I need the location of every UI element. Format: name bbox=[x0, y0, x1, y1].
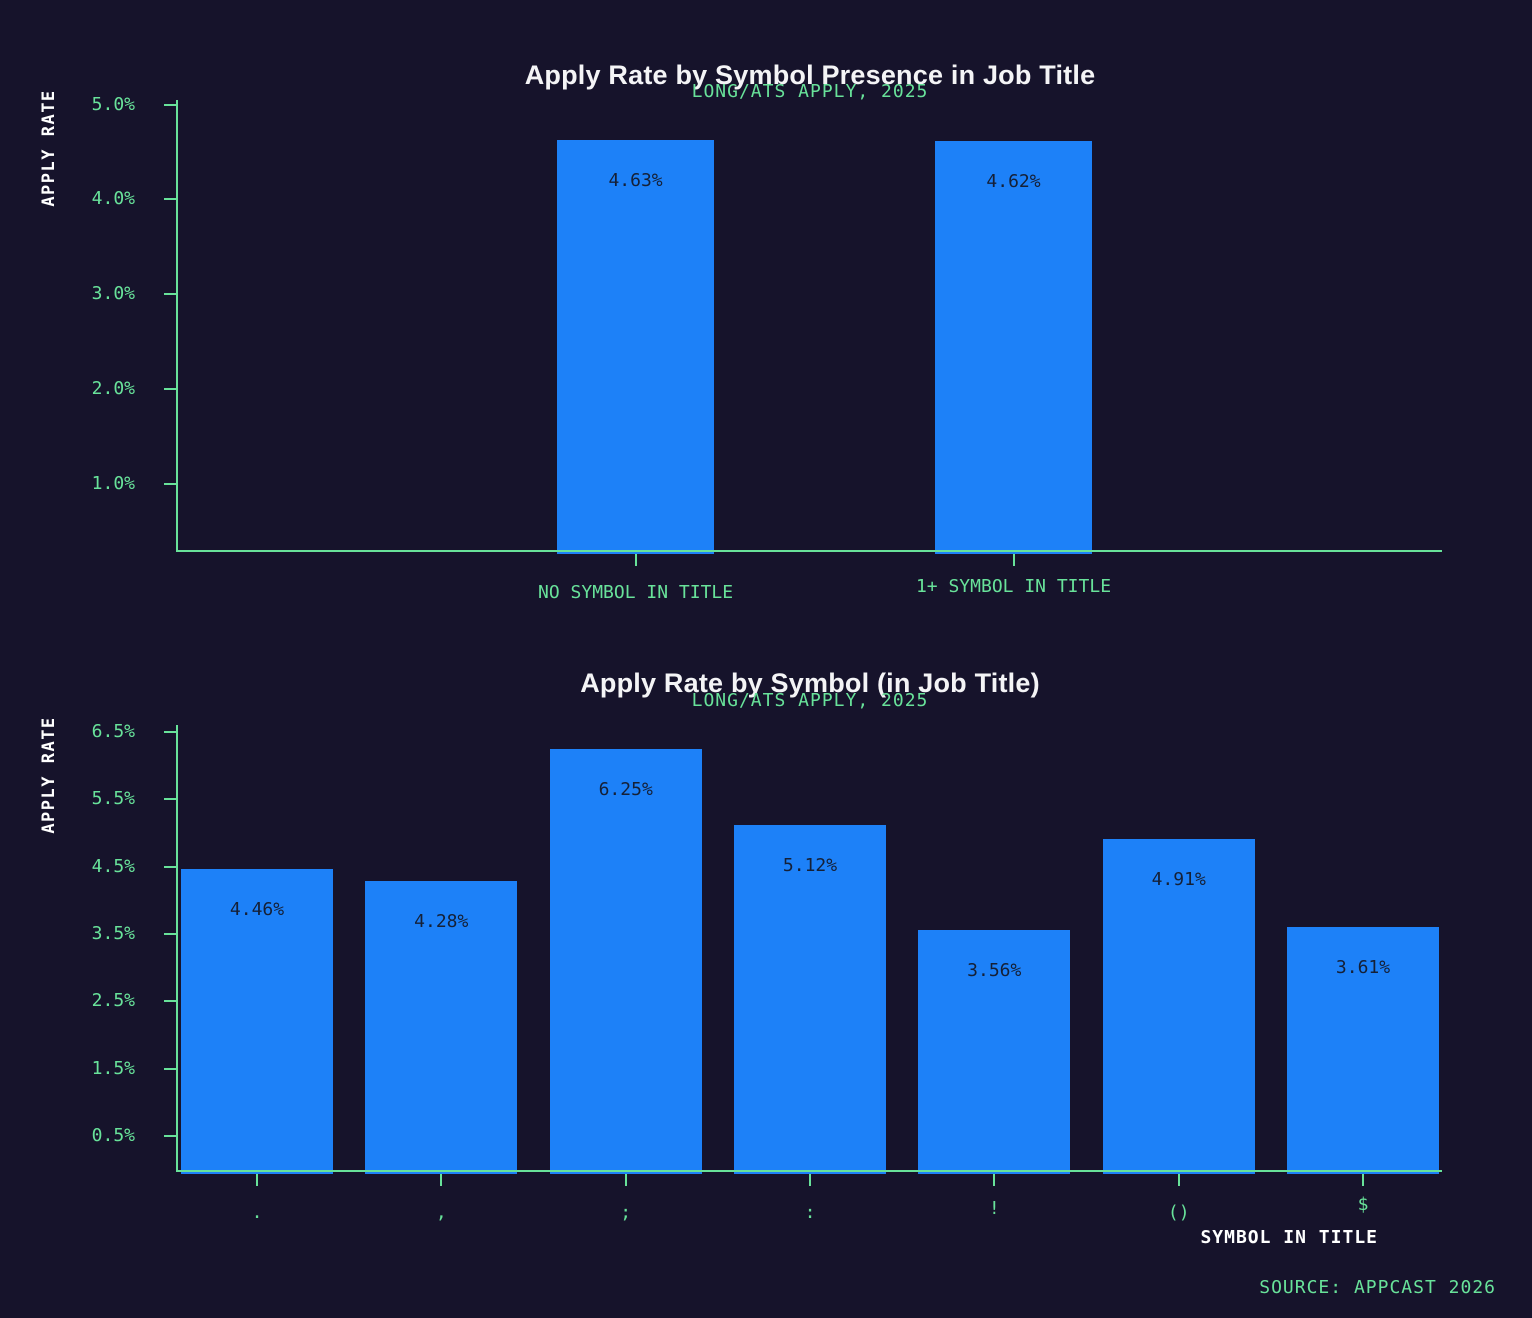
y-tick-mark bbox=[164, 798, 178, 801]
y-tick-mark bbox=[164, 387, 178, 390]
y-tick-mark bbox=[164, 1000, 178, 1003]
x-category-label: . bbox=[251, 1202, 263, 1223]
y-tick-mark bbox=[164, 933, 178, 935]
chart-title: Apply Rate by Symbol Presence in Job Tit… bbox=[524, 60, 1096, 91]
y-tick-mark bbox=[164, 1067, 178, 1070]
x-tick-mark bbox=[634, 552, 637, 566]
bar: 4.28% bbox=[365, 881, 518, 1174]
x-tick-mark bbox=[1177, 1172, 1180, 1186]
bar-value-label: 4.91% bbox=[1151, 868, 1206, 890]
y-axis-title: APPLY RATE bbox=[39, 716, 59, 834]
y-tick-mark bbox=[164, 730, 178, 733]
x-tick-mark bbox=[440, 1172, 443, 1186]
bar-value-label: 4.46% bbox=[229, 899, 285, 921]
source-credit: SOURCE: APPCAST 2026 bbox=[1259, 1277, 1496, 1298]
x-category-label: ! bbox=[988, 1198, 1000, 1219]
bar: 3.56% bbox=[918, 929, 1071, 1174]
x-category-label: NO SYMBOL IN TITLE bbox=[538, 582, 734, 603]
x-axis-title: SYMBOL IN TITLE bbox=[1200, 1227, 1378, 1248]
y-tick-mark bbox=[164, 103, 178, 106]
chart-subtitle: LONG/ATS APPLY, 2025 bbox=[691, 690, 929, 711]
bar-value-label: 4.63% bbox=[608, 169, 663, 191]
x-category-label: : bbox=[804, 1202, 816, 1223]
x-category-label: $ bbox=[1357, 1194, 1369, 1215]
x-category-label: , bbox=[435, 1202, 447, 1223]
y-tick-mark bbox=[164, 1135, 178, 1138]
y-axis-title: APPLY RATE bbox=[39, 89, 59, 207]
x-category-label: () bbox=[1167, 1202, 1190, 1223]
x-tick-mark bbox=[1012, 552, 1015, 566]
plot-area: 5.0% 4.0% 3.0% 2.0% 1.0% 4.63% NO SYMBOL IN TI… bbox=[92, 95, 1442, 603]
bar-value-label: 3.61% bbox=[1335, 956, 1391, 978]
y-tick-mark bbox=[164, 198, 178, 201]
bar: 5.12% bbox=[733, 824, 887, 1174]
bar: 3.61% bbox=[1286, 926, 1440, 1174]
chart-subtitle: LONG/ATS APPLY, 2025 bbox=[691, 81, 929, 102]
bar-value-label: 5.12% bbox=[782, 854, 838, 876]
x-axis-line bbox=[176, 550, 1442, 552]
chart-title: Apply Rate by Symbol (in Job Title) bbox=[580, 668, 1040, 699]
x-tick-mark bbox=[256, 1172, 258, 1186]
bar-value-label: 3.56% bbox=[967, 959, 1022, 981]
x-tick-mark bbox=[1362, 1172, 1364, 1186]
x-tick-mark bbox=[993, 1172, 996, 1186]
x-category-label: ; bbox=[620, 1202, 632, 1223]
x-tick-mark bbox=[624, 1172, 627, 1186]
bar: 4.62% bbox=[935, 140, 1092, 554]
y-tick-mark bbox=[164, 293, 178, 296]
bar-value-label: 4.28% bbox=[414, 911, 469, 933]
plot-area: 6.5% 5.5% 4.5% 3.5% 2.5% 1.5% 0.5% 4.46%. 4.28%,… bbox=[92, 722, 1442, 1223]
x-category-label: 1+ SYMBOL IN TITLE bbox=[915, 576, 1112, 597]
bar: 6.25% bbox=[549, 748, 702, 1174]
y-axis-line bbox=[176, 100, 178, 552]
bar: 4.91% bbox=[1102, 838, 1255, 1174]
y-axis-line bbox=[176, 725, 178, 1172]
x-tick-mark bbox=[809, 1172, 811, 1186]
x-axis-line bbox=[176, 1170, 1442, 1172]
y-tick-mark bbox=[164, 482, 178, 485]
bar-value-label: 4.62% bbox=[986, 170, 1041, 192]
y-tick-mark bbox=[164, 865, 178, 868]
bar-value-label: 6.25% bbox=[598, 778, 653, 800]
bar: 4.46% bbox=[180, 869, 334, 1174]
bar: 4.63% bbox=[557, 139, 714, 554]
